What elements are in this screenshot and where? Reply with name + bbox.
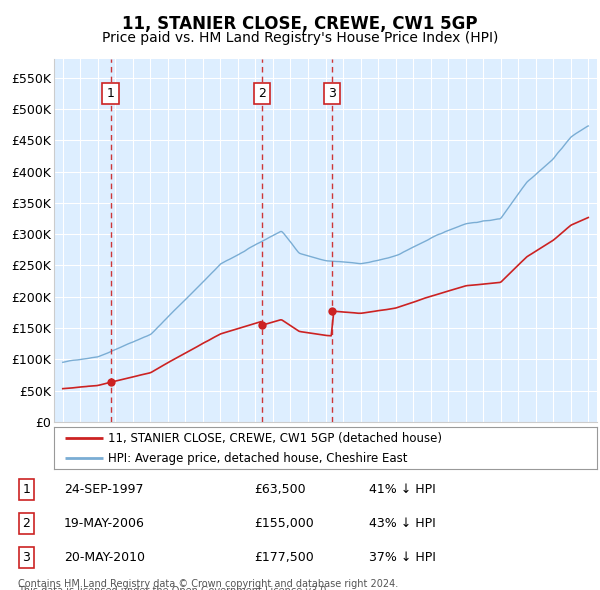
Text: 20-MAY-2010: 20-MAY-2010 bbox=[64, 551, 145, 564]
Text: 1: 1 bbox=[22, 483, 31, 496]
Text: Price paid vs. HM Land Registry's House Price Index (HPI): Price paid vs. HM Land Registry's House … bbox=[102, 31, 498, 45]
Text: £63,500: £63,500 bbox=[254, 483, 305, 496]
Text: 24-SEP-1997: 24-SEP-1997 bbox=[64, 483, 143, 496]
Text: HPI: Average price, detached house, Cheshire East: HPI: Average price, detached house, Ches… bbox=[108, 452, 408, 465]
Text: Contains HM Land Registry data © Crown copyright and database right 2024.: Contains HM Land Registry data © Crown c… bbox=[18, 579, 398, 589]
Text: 43% ↓ HPI: 43% ↓ HPI bbox=[369, 517, 436, 530]
Text: 2: 2 bbox=[258, 87, 266, 100]
Text: 3: 3 bbox=[328, 87, 336, 100]
Text: 11, STANIER CLOSE, CREWE, CW1 5GP: 11, STANIER CLOSE, CREWE, CW1 5GP bbox=[122, 15, 478, 33]
Text: £155,000: £155,000 bbox=[254, 517, 314, 530]
Text: 19-MAY-2006: 19-MAY-2006 bbox=[64, 517, 145, 530]
Text: 41% ↓ HPI: 41% ↓ HPI bbox=[369, 483, 436, 496]
Text: 11, STANIER CLOSE, CREWE, CW1 5GP (detached house): 11, STANIER CLOSE, CREWE, CW1 5GP (detac… bbox=[108, 432, 442, 445]
Text: 37% ↓ HPI: 37% ↓ HPI bbox=[369, 551, 436, 564]
Text: This data is licensed under the Open Government Licence v3.0.: This data is licensed under the Open Gov… bbox=[18, 586, 329, 590]
Text: 1: 1 bbox=[107, 87, 115, 100]
Text: £177,500: £177,500 bbox=[254, 551, 314, 564]
Text: 2: 2 bbox=[22, 517, 31, 530]
Text: 3: 3 bbox=[22, 551, 31, 564]
